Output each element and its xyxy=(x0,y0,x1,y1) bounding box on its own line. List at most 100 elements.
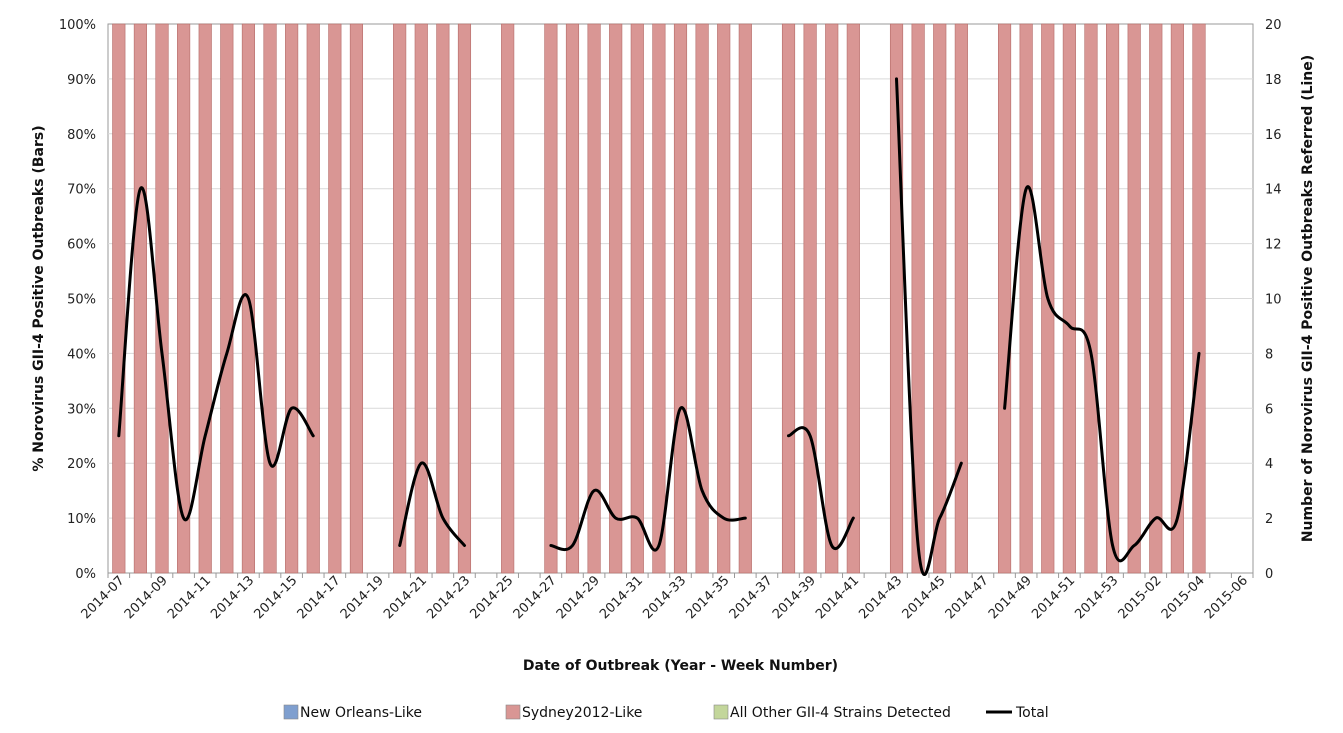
right-tick-label: 16 xyxy=(1265,128,1282,143)
left-tick-label: 80% xyxy=(67,128,96,143)
bar-sydney2012-like xyxy=(1127,23,1141,574)
bar-sydney2012-like xyxy=(803,23,817,574)
x-tick-label: 2014-11 xyxy=(165,573,214,622)
bar-sydney2012-like xyxy=(328,23,342,574)
left-tick-label: 0% xyxy=(75,567,96,582)
bar-sydney2012-like xyxy=(436,23,450,574)
x-tick-label: 2014-45 xyxy=(900,573,949,622)
total-line-segment xyxy=(549,406,747,552)
x-tick-label: 2014-39 xyxy=(770,573,819,622)
x-tick-label: 2014-33 xyxy=(640,573,689,622)
bar-sydney2012-like xyxy=(112,23,126,574)
legend-swatch-sydney2012-like xyxy=(505,704,521,720)
legend-label: All Other GII-4 Strains Detected xyxy=(730,705,951,721)
x-tick-label: 2014-41 xyxy=(813,573,862,622)
x-tick-label: 2014-09 xyxy=(122,573,171,622)
x-tick-label: 2015-04 xyxy=(1159,573,1208,622)
bar-sydney2012-like xyxy=(1084,23,1098,574)
left-axis-title: % Norovirus GII-4 Positive Outbreaks (Ba… xyxy=(31,125,47,471)
x-tick-label: 2014-15 xyxy=(251,573,300,622)
total-line-segment xyxy=(895,77,963,577)
bar-sydney2012-like xyxy=(652,23,666,574)
left-tick-label: 50% xyxy=(67,293,96,308)
legend-swatch-all-other-gii-4-strains-detected xyxy=(713,704,729,720)
bar-sydney2012-like xyxy=(349,23,364,574)
bar-sydney2012-like xyxy=(544,23,558,574)
right-tick-label: 8 xyxy=(1265,347,1273,362)
left-tick-label: 30% xyxy=(67,402,96,417)
x-tick-label: 2014-23 xyxy=(424,573,473,622)
bar-sydney2012-like xyxy=(177,23,191,574)
bar-sydney2012-like xyxy=(695,23,709,574)
bar-sydney2012-like xyxy=(501,23,515,574)
left-tick-label: 10% xyxy=(67,512,96,527)
x-tick-label: 2014-13 xyxy=(208,573,257,622)
bar-sydney2012-like xyxy=(1019,23,1033,574)
right-tick-label: 10 xyxy=(1265,293,1282,308)
bar-sydney2012-like xyxy=(393,23,407,574)
right-tick-label: 20 xyxy=(1265,18,1282,33)
x-tick-label: 2015-06 xyxy=(1202,573,1251,622)
bar-sydney2012-like xyxy=(609,23,623,574)
x-tick-label: 2014-31 xyxy=(597,573,646,622)
legend-label: Sydney2012-Like xyxy=(522,705,642,721)
right-tick-label: 12 xyxy=(1265,238,1282,253)
x-tick-label: 2014-43 xyxy=(856,573,905,622)
bar-sydney2012-like xyxy=(565,23,580,574)
bar-sydney2012-like xyxy=(306,23,320,574)
legend-swatch-new-orleans-like xyxy=(283,704,299,720)
x-tick-label: 2014-29 xyxy=(554,573,603,622)
total-line-segment xyxy=(1003,185,1201,563)
x-axis-title: Date of Outbreak (Year - Week Number) xyxy=(523,658,838,674)
bar-sydney2012-like xyxy=(781,23,796,574)
right-tick-label: 14 xyxy=(1265,183,1282,198)
right-tick-label: 0 xyxy=(1265,567,1273,582)
left-tick-label: 90% xyxy=(67,73,96,88)
bar-sydney2012-like xyxy=(673,23,688,574)
right-tick-label: 2 xyxy=(1265,512,1273,527)
bar-sydney2012-like xyxy=(1192,23,1206,574)
total-line-segment xyxy=(117,186,315,522)
left-tick-label: 40% xyxy=(67,347,96,362)
bar-sydney2012-like xyxy=(846,23,860,574)
bar-sydney2012-like xyxy=(717,23,731,574)
x-tick-label: 2014-21 xyxy=(381,573,430,622)
total-line-segment xyxy=(398,461,466,547)
legend-label: New Orleans-Like xyxy=(300,705,422,721)
bar-sydney2012-like xyxy=(630,23,644,574)
x-tick-label: 2014-27 xyxy=(511,573,560,622)
bar-sydney2012-like xyxy=(457,23,472,574)
bar-sydney2012-like xyxy=(997,23,1012,574)
bar-sydney2012-like xyxy=(220,23,234,574)
x-tick-label: 2014-25 xyxy=(467,573,516,622)
bar-sydney2012-like xyxy=(1106,23,1120,574)
x-tick-label: 2015-02 xyxy=(1116,573,1165,622)
bar-sydney2012-like xyxy=(1062,23,1076,574)
left-tick-label: 100% xyxy=(59,18,96,33)
right-tick-label: 4 xyxy=(1265,457,1273,472)
left-tick-label: 20% xyxy=(67,457,96,472)
bar-sydney2012-like xyxy=(285,23,299,574)
bar-sydney2012-like xyxy=(911,23,925,574)
bar-sydney2012-like xyxy=(133,23,147,574)
bar-sydney2012-like xyxy=(825,23,839,574)
bar-sydney2012-like xyxy=(933,23,947,574)
left-tick-label: 70% xyxy=(67,183,96,198)
bar-sydney2012-like xyxy=(954,23,968,574)
x-tick-label: 2014-47 xyxy=(943,573,992,622)
bar-sydney2012-like xyxy=(738,23,752,574)
bar-sydney2012-like xyxy=(587,23,601,574)
bar-sydney2012-like xyxy=(1149,23,1163,574)
x-tick-label: 2014-19 xyxy=(338,573,387,622)
x-tick-label: 2014-37 xyxy=(727,573,776,622)
legend-label: Total xyxy=(1015,705,1049,721)
left-tick-label: 60% xyxy=(67,238,96,253)
right-axis-title: Number of Norovirus GII-4 Positive Outbr… xyxy=(1300,55,1316,542)
bar-sydney2012-like xyxy=(263,23,277,574)
total-line-segment xyxy=(787,426,855,550)
x-tick-label: 2014-17 xyxy=(295,573,344,622)
x-tick-label: 2014-35 xyxy=(684,573,733,622)
x-tick-label: 2014-53 xyxy=(1072,573,1121,622)
x-tick-label: 2014-51 xyxy=(1029,573,1078,622)
